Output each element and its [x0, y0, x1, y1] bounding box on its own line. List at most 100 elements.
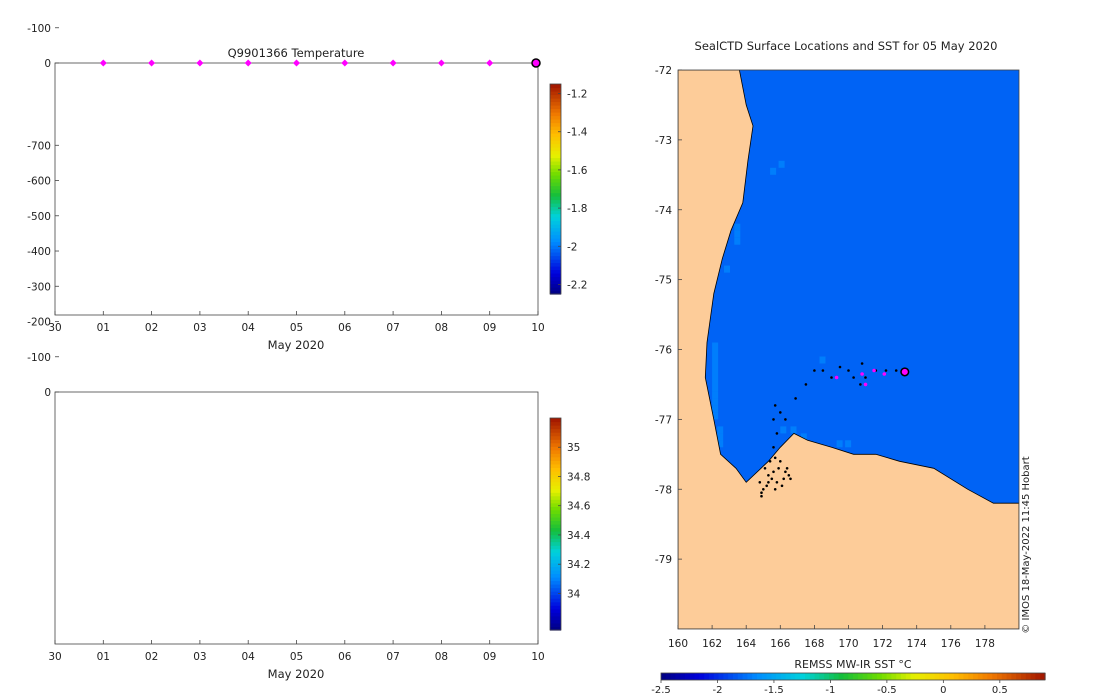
- sst-colorbar-segment: [1016, 673, 1022, 680]
- colorbar-segment: [550, 559, 561, 564]
- track-point: [775, 481, 779, 484]
- colorbar-segment: [550, 283, 561, 288]
- colorbar-segment: [550, 147, 561, 152]
- colorbar-segment: [550, 238, 561, 243]
- salinity-panel: 0 -100 -200 -300 -400 -500 -600 -700 30 01 02 03 04 0…: [27, 140, 591, 681]
- x-tick-label: 08: [435, 322, 448, 334]
- track-point: [772, 418, 775, 421]
- colorbar-segment: [550, 516, 561, 521]
- map-x-tick-label: 178: [975, 638, 995, 650]
- sst-colorbar-segment: [704, 673, 710, 680]
- colorbar-segment: [550, 224, 561, 229]
- map-y-tick-label: -78: [655, 484, 672, 496]
- colorbar-segment: [550, 227, 561, 232]
- colorbar-segment: [550, 252, 561, 257]
- profile-marker: [389, 59, 397, 67]
- sst-colorbar-segment: [737, 673, 744, 680]
- colorbar-segment: [550, 474, 561, 479]
- map-x-tick-label: 160: [668, 638, 688, 650]
- colorbar-segment: [550, 234, 561, 239]
- sst-cell: [836, 440, 843, 448]
- profile-marker: [486, 59, 494, 67]
- colorbar-segment: [550, 105, 561, 110]
- colorbar-segment: [550, 133, 561, 138]
- sst-colorbar-segment: [766, 673, 772, 680]
- colorbar-segment: [550, 509, 561, 514]
- y-tick-label: -200: [27, 317, 51, 329]
- profile-marker: [196, 59, 204, 67]
- sst-colorbar-segment: [733, 673, 739, 680]
- sst-colorbar-segment: [1011, 673, 1017, 680]
- x-tick-label: 10: [531, 651, 544, 663]
- colorbar-segment: [550, 108, 561, 113]
- sst-cell: [717, 440, 724, 448]
- map-x-tick-label: 164: [736, 638, 756, 650]
- sst-colorbar-segment: [891, 673, 897, 680]
- colorbar-segment: [550, 157, 561, 162]
- sst-colorbar-segment: [809, 673, 816, 680]
- sst-colorbar-segment: [982, 673, 988, 680]
- colorbar-segment: [550, 573, 561, 578]
- map-y-tick-label: -72: [655, 65, 672, 77]
- map-title: SealCTD Surface Locations and SST for 05…: [695, 39, 998, 53]
- colorbar-frame: [549, 417, 562, 631]
- track-point: [775, 432, 779, 435]
- colorbar-segment: [550, 492, 561, 497]
- colorbar-segment: [550, 569, 561, 574]
- track-point: [838, 365, 842, 369]
- colorbar-segment: [550, 488, 561, 493]
- colorbar-segment: [550, 471, 561, 476]
- colorbar-segment: [550, 425, 561, 430]
- sst-colorbar-segment: [785, 673, 792, 680]
- x-tick-label: 04: [242, 322, 256, 334]
- colorbar-segment: [550, 129, 561, 134]
- sst-cell: [734, 230, 741, 238]
- x-tick-label: 06: [338, 651, 352, 663]
- track-point: [768, 460, 772, 463]
- colorbar-segment: [550, 541, 561, 546]
- map-y-tick-label: -73: [655, 135, 672, 147]
- colorbar-segment: [550, 566, 561, 571]
- temperature-panel: Q9901366 Temperature 0 -100 -200 -300 -400 -5…: [27, 23, 588, 352]
- sst-colorbar-segment: [973, 673, 979, 680]
- colorbar-segment: [550, 435, 561, 440]
- colorbar-segment: [550, 276, 561, 281]
- profile-marker: [437, 59, 445, 67]
- colorbar-segment: [550, 506, 561, 511]
- track-point: [864, 376, 867, 379]
- colorbar-segment: [550, 562, 561, 567]
- colorbar-segment: [550, 189, 561, 194]
- colorbar-segment: [550, 290, 561, 295]
- track-point: [784, 470, 787, 474]
- colorbar-segment: [550, 266, 561, 271]
- temperature-x-axis-label: May 2020: [268, 338, 325, 352]
- colorbar-segment: [550, 502, 561, 507]
- colorbar-segment: [550, 418, 561, 423]
- colorbar-segment: [550, 98, 561, 103]
- colorbar-segment: [550, 101, 561, 106]
- sst-colorbar-tick-label: -0.5: [877, 685, 897, 696]
- x-tick-label: 09: [483, 322, 496, 334]
- colorbar-segment: [550, 453, 561, 458]
- x-tick-label: 30: [48, 651, 61, 663]
- colorbar-tick-label: -2: [567, 241, 577, 253]
- track-point: [894, 369, 898, 372]
- colorbar-segment: [550, 182, 561, 187]
- colorbar-tick-label: -2.2: [567, 279, 588, 291]
- track-point: [860, 362, 864, 365]
- x-tick-label: 02: [145, 651, 158, 663]
- colorbar-segment: [550, 140, 561, 145]
- track-point: [762, 488, 765, 491]
- colorbar-tick-label: 34: [567, 588, 581, 600]
- sst-colorbar-segment: [925, 673, 931, 680]
- track-point: [779, 460, 782, 463]
- colorbar-segment: [550, 534, 561, 539]
- colorbar-segment: [550, 210, 561, 215]
- track-point: [779, 411, 782, 414]
- x-tick-label: 07: [386, 322, 399, 334]
- sst-colorbar-segment: [929, 673, 936, 680]
- colorbar-segment: [550, 150, 561, 155]
- colorbar-segment: [550, 273, 561, 278]
- sst-colorbar-segment: [771, 673, 777, 680]
- colorbar-tick-label: 35: [567, 442, 580, 454]
